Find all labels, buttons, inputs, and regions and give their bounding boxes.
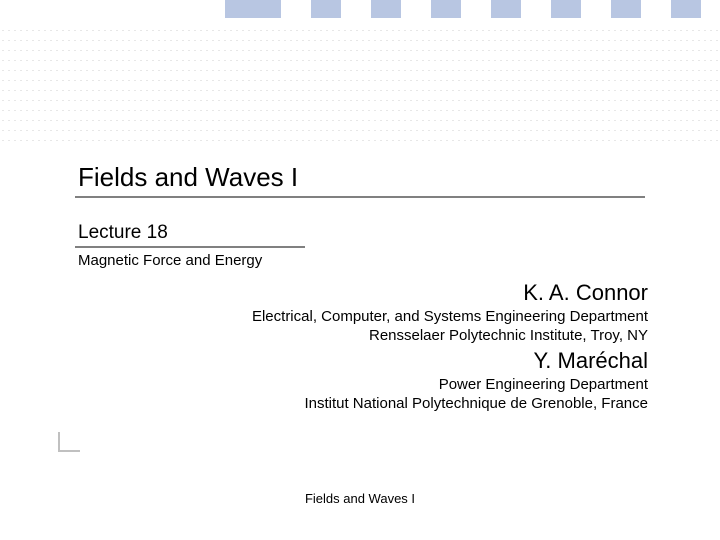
topbar-segment (491, 0, 521, 18)
author1-name-text: K. A. Connor (523, 280, 648, 306)
topbar-segment (521, 0, 551, 18)
author2-affiliation-line: Institut National Polytechnique de Greno… (304, 395, 648, 414)
dot-row (0, 60, 720, 61)
dot-row (0, 130, 720, 131)
author1-affiliation: Electrical, Computer, and Systems Engine… (252, 308, 648, 346)
dot-row (0, 100, 720, 101)
top-color-bar (225, 0, 701, 18)
author2-name-text: Y. Maréchal (533, 348, 648, 374)
slide-title: Fields and Waves I (78, 162, 298, 193)
dot-row (0, 90, 720, 91)
topbar-segment (611, 0, 641, 18)
author2-affiliation-line: Power Engineering Department (304, 376, 648, 395)
topbar-segment (551, 0, 581, 18)
author1-affiliation-line: Rensselaer Polytechnic Institute, Troy, … (252, 327, 648, 346)
topbar-segment (225, 0, 281, 18)
dot-row (0, 70, 720, 71)
topbar-segment (401, 0, 431, 18)
lecture-number: Lecture 18 (78, 222, 168, 244)
topbar-segment (431, 0, 461, 18)
dot-row (0, 110, 720, 111)
lecture-underline (75, 246, 305, 248)
author1-name: K. A. Connor (523, 280, 648, 306)
topbar-segment (281, 0, 311, 18)
topbar-segment (461, 0, 491, 18)
corner-notch-vert (58, 432, 60, 452)
author2-name: Y. Maréchal (533, 348, 648, 374)
dot-row (0, 120, 720, 121)
dot-row (0, 40, 720, 41)
dot-row (0, 30, 720, 31)
author2-affiliation: Power Engineering DepartmentInstitut Nat… (304, 376, 648, 414)
topbar-segment (311, 0, 341, 18)
corner-notch (58, 450, 80, 452)
topbar-segment (341, 0, 371, 18)
dot-row (0, 50, 720, 51)
dot-row (0, 80, 720, 81)
lecture-subtitle: Magnetic Force and Energy (78, 252, 262, 269)
topbar-segment (641, 0, 671, 18)
author1-affiliation-line: Electrical, Computer, and Systems Engine… (252, 308, 648, 327)
topbar-segment (581, 0, 611, 18)
dot-row (0, 140, 720, 141)
slide: { "topbar": { "segments": [ {"w": 56, "c… (0, 0, 720, 540)
slide-footer: Fields and Waves I (0, 491, 720, 506)
topbar-segment (671, 0, 701, 18)
topbar-segment (371, 0, 401, 18)
title-underline (75, 196, 645, 198)
